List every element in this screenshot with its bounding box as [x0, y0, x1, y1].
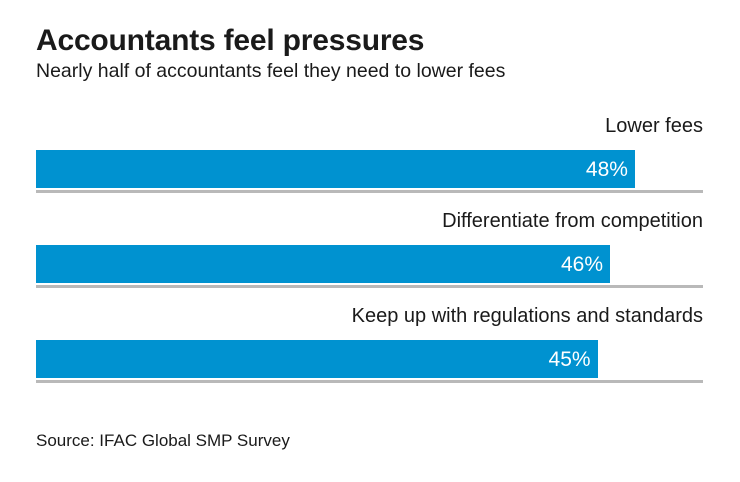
- value-label: 48%: [585, 157, 628, 181]
- value-label: 45%: [548, 347, 591, 371]
- chart-subtitle: Nearly half of accountants feel they nee…: [36, 60, 506, 82]
- bar-row: Lower fees 48%: [36, 115, 703, 193]
- bar-chart: Lower fees 48% Differentiate from compet…: [36, 115, 703, 383]
- bar-row: Differentiate from competition 46%: [36, 210, 703, 288]
- bar-row: Keep up with regulations and standards 4…: [36, 305, 703, 383]
- axis-baseline: [36, 380, 703, 383]
- category-label: Lower fees: [605, 115, 703, 137]
- category-label: Differentiate from competition: [442, 210, 703, 232]
- bar-track: 45%: [36, 340, 703, 378]
- axis-baseline: [36, 190, 703, 193]
- chart-title: Accountants feel pressures: [36, 24, 425, 57]
- bar-track: 46%: [36, 245, 703, 283]
- bar: 46%: [36, 245, 611, 283]
- bar: 45%: [36, 340, 598, 378]
- bar-track: 48%: [36, 150, 703, 188]
- axis-baseline: [36, 285, 703, 288]
- bar: 48%: [36, 150, 635, 188]
- source-note: Source: IFAC Global SMP Survey: [36, 431, 290, 450]
- value-label: 46%: [560, 252, 604, 276]
- category-label: Keep up with regulations and standards: [351, 305, 703, 327]
